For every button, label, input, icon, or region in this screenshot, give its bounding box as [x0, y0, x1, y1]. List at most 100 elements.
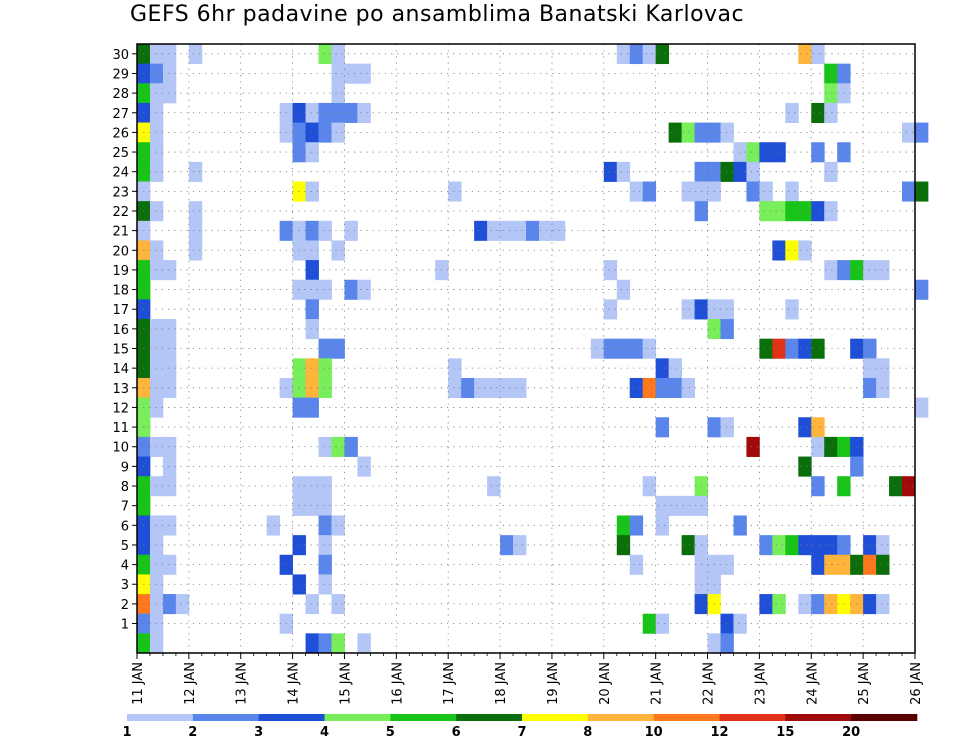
heatmap-cell: [331, 63, 345, 84]
heatmap-cell: [733, 142, 747, 163]
heatmap-cell: [746, 436, 760, 457]
heatmap-cell: [889, 476, 903, 497]
colorbar-label: 4: [320, 725, 329, 740]
heatmap-cell: [162, 436, 177, 457]
heatmap-cell: [824, 535, 838, 556]
heatmap-cell: [149, 633, 164, 654]
heatmap-cell: [876, 377, 890, 399]
colorbar-swatch: [587, 714, 654, 721]
heatmap-cell: [785, 338, 799, 359]
heatmap-cell: [915, 397, 929, 418]
heatmap-cell: [798, 417, 812, 438]
colorbar-label: 1: [122, 725, 131, 740]
heatmap-cell: [798, 201, 812, 222]
x-tick-label: 11 JAN: [131, 662, 146, 705]
heatmap-cell: [344, 102, 358, 123]
heatmap-cell: [331, 122, 345, 143]
x-tick-label: 17 JAN: [442, 662, 457, 705]
heatmap-cell: [448, 377, 462, 399]
heatmap-cell: [642, 377, 657, 399]
heatmap-cell: [785, 535, 799, 556]
colorbar-swatch: [390, 714, 457, 721]
y-tick-label: 20: [112, 244, 129, 259]
heatmap-cell: [357, 456, 371, 477]
heatmap-cell: [331, 102, 345, 123]
y-tick-label: 19: [112, 264, 129, 279]
heatmap-cell: [915, 181, 929, 202]
heatmap-cell: [448, 358, 462, 379]
heatmap-cell: [785, 299, 799, 320]
heatmap-cell: [642, 476, 657, 497]
heatmap-cell: [681, 377, 695, 399]
heatmap-cell: [759, 338, 773, 359]
heatmap-cell: [824, 554, 838, 575]
heatmap-cell: [474, 377, 488, 399]
y-tick-label: 12: [112, 401, 129, 416]
y-tick-label: 23: [112, 185, 129, 200]
heatmap-cell: [305, 397, 319, 418]
heatmap-cell: [162, 260, 177, 281]
heatmap-cell: [759, 535, 773, 556]
x-tick-label: 13 JAN: [235, 662, 250, 705]
colorbar-label: 7: [517, 725, 526, 740]
heatmap-cell: [876, 358, 890, 379]
heatmap-cell: [655, 358, 670, 379]
heatmap-cell: [318, 377, 332, 399]
heatmap-cell: [759, 142, 773, 163]
heatmap-cell: [746, 181, 760, 202]
heatmap-cell: [344, 220, 358, 241]
heatmap-cell: [811, 201, 825, 222]
heatmap-cell: [785, 201, 799, 222]
heatmap-cell: [305, 122, 319, 143]
heatmap-cell: [655, 377, 670, 399]
colorbar-label: 10: [645, 725, 663, 740]
y-tick-label: 5: [121, 539, 129, 554]
heatmap-cell: [188, 201, 203, 222]
heatmap-cell: [798, 44, 812, 65]
heatmap-cell: [487, 377, 501, 399]
heatmap-cell: [318, 102, 332, 123]
heatmap-cell: [162, 44, 177, 65]
heatmap-cell: [513, 377, 527, 399]
heatmap-cell: [811, 338, 825, 359]
heatmap-cell: [318, 515, 332, 536]
colorbar-swatch: [324, 714, 391, 721]
heatmap-cell: [668, 358, 682, 379]
grid-lines: [137, 44, 915, 653]
colorbar-swatch: [522, 714, 589, 721]
heatmap-cell: [824, 63, 838, 84]
heatmap-cell: [629, 338, 644, 359]
heatmap-cell: [668, 495, 682, 516]
heatmap-cell: [629, 377, 644, 399]
heatmap-cell: [863, 554, 877, 575]
heatmap-cell: [772, 240, 786, 261]
chart-title: GEFS 6hr padavine po ansamblima Banatski…: [130, 2, 745, 27]
colorbar-label: 2: [188, 725, 197, 740]
heatmap-cell: [863, 535, 877, 556]
heatmap-cell: [500, 220, 514, 241]
heatmap-cell: [318, 220, 332, 241]
y-tick-label: 21: [112, 225, 129, 240]
heatmap-cell: [785, 240, 799, 261]
heatmap-cell: [759, 181, 773, 202]
y-tick-label: 29: [112, 67, 129, 82]
colorbar-label: 6: [452, 725, 461, 740]
y-tick-label: 30: [112, 48, 129, 63]
heatmap-cell: [331, 633, 345, 654]
heatmap-cell: [500, 377, 514, 399]
heatmap-cell: [772, 594, 786, 615]
y-tick-label: 14: [112, 362, 129, 377]
heatmap-cell: [720, 633, 734, 654]
heatmap-cell: [344, 279, 358, 300]
y-tick-label: 13: [112, 382, 129, 397]
heatmap-cell: [629, 44, 644, 65]
heatmap-cell: [655, 44, 670, 65]
heatmap-cell: [811, 417, 825, 438]
heatmap-cell: [331, 594, 345, 615]
heatmap-cell: [448, 181, 462, 202]
heatmap-cell: [318, 554, 332, 575]
heatmap-cell: [305, 181, 319, 202]
heatmap-cell: [318, 574, 332, 595]
heatmap-cell: [318, 535, 332, 556]
